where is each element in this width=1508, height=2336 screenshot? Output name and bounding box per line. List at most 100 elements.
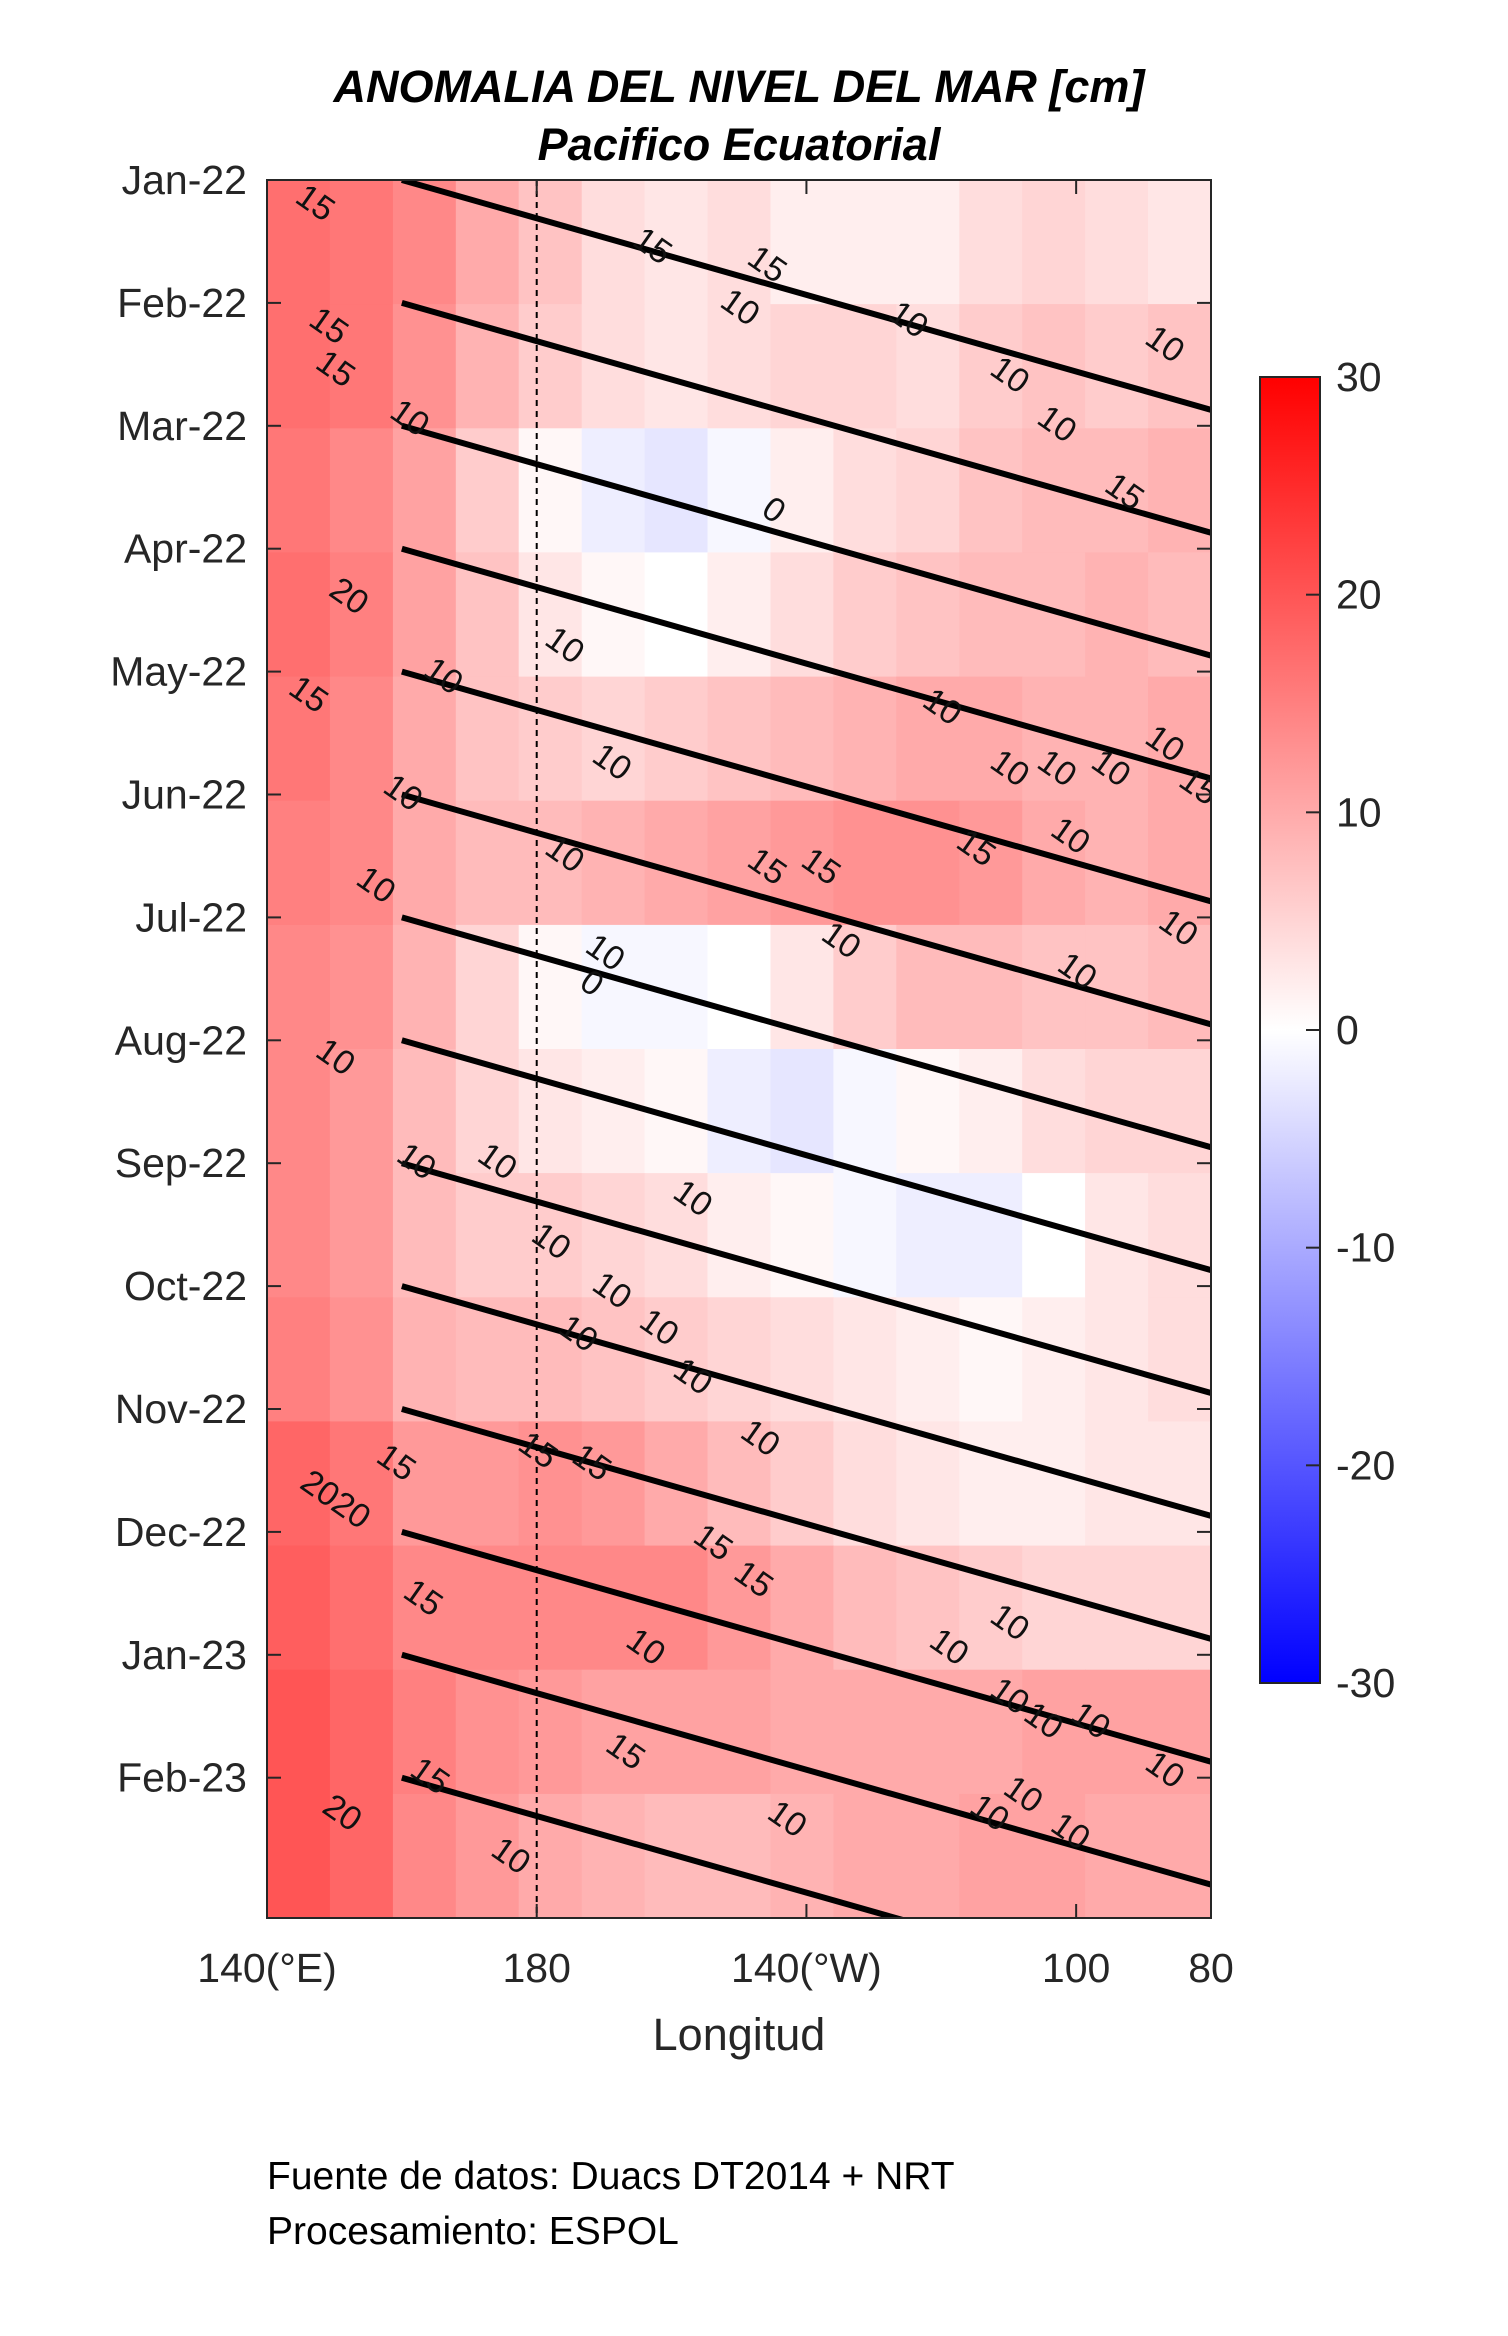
colorbar-tick-label: -30 bbox=[1336, 1660, 1395, 1706]
heatmap-cell bbox=[329, 304, 394, 429]
heatmap-cell bbox=[1085, 304, 1149, 429]
plot-frame bbox=[266, 179, 1212, 1919]
heatmap-cell bbox=[707, 1049, 771, 1174]
heatmap-cell bbox=[392, 428, 457, 553]
heatmap-cell bbox=[644, 676, 709, 802]
heatmap-cell bbox=[329, 1793, 394, 1918]
colorbar-tick-label: 0 bbox=[1336, 1007, 1359, 1053]
heatmap-cell bbox=[644, 304, 709, 429]
heatmap-cell bbox=[518, 1297, 583, 1422]
heatmap-cell bbox=[392, 552, 457, 678]
heatmap-cell bbox=[267, 304, 331, 429]
heatmap-cell bbox=[644, 428, 709, 553]
heatmap-cell bbox=[644, 800, 709, 926]
heatmap-cell bbox=[518, 304, 583, 429]
heatmap-cell bbox=[329, 800, 394, 926]
heatmap-cell bbox=[329, 1049, 394, 1174]
heatmap-cell bbox=[581, 1049, 646, 1174]
heatmap-cell bbox=[707, 1793, 771, 1918]
heatmap-cell bbox=[707, 1669, 771, 1795]
heatmap-cell bbox=[392, 1793, 457, 1918]
heatmap-cell bbox=[267, 1793, 331, 1918]
heatmap-cell bbox=[267, 1669, 331, 1795]
heatmap-cell bbox=[392, 924, 457, 1050]
heatmap-cell bbox=[770, 180, 834, 305]
colorbar-tick-label: 10 bbox=[1336, 789, 1382, 835]
y-tick-label: Sep-22 bbox=[115, 1140, 247, 1186]
heatmap-cell bbox=[1148, 552, 1211, 678]
y-tick-label: Apr-22 bbox=[124, 526, 247, 572]
colorbar-tick-label: 30 bbox=[1336, 354, 1382, 400]
heatmap-cell bbox=[707, 428, 771, 553]
kelvin-wave-line bbox=[401, 1651, 1211, 1888]
heatmap-cell bbox=[833, 676, 897, 802]
heatmap-cell bbox=[1085, 180, 1149, 305]
heatmap-cell bbox=[392, 1421, 457, 1547]
heatmap-cell bbox=[959, 1049, 1023, 1174]
heatmap-cell bbox=[1085, 676, 1149, 802]
heatmap-cells bbox=[267, 180, 1211, 1918]
heatmap-cell bbox=[1148, 1297, 1211, 1422]
heatmap-cell bbox=[959, 924, 1023, 1050]
heatmap-cell bbox=[707, 800, 771, 926]
heatmap-cell bbox=[392, 1173, 457, 1298]
x-tick-label: 100 bbox=[1042, 1945, 1110, 1991]
x-tick-label: 80 bbox=[1188, 1945, 1234, 1991]
heatmap-cell bbox=[707, 924, 771, 1050]
heatmap-cell bbox=[267, 800, 331, 926]
colorbar-tick-label: 20 bbox=[1336, 572, 1382, 618]
y-tick-label: Feb-23 bbox=[117, 1755, 247, 1801]
heatmap-cell bbox=[392, 1545, 457, 1671]
colorbar: 30 20 10 0 -10 -20 -30 bbox=[1259, 354, 1395, 1706]
heatmap-cell bbox=[518, 180, 583, 305]
heatmap-cell bbox=[518, 552, 583, 678]
heatmap-cell bbox=[707, 1297, 771, 1422]
heatmap-cell bbox=[392, 304, 457, 429]
heatmap-cell bbox=[267, 676, 331, 802]
heatmap-cell bbox=[267, 1545, 331, 1671]
data-source-note: Fuente de datos: Duacs DT2014 + NRT bbox=[267, 2155, 955, 2198]
heatmap-cell bbox=[1085, 552, 1149, 678]
heatmap-cell bbox=[267, 428, 331, 553]
heatmap-cell bbox=[959, 1421, 1023, 1547]
y-tick-label: Aug-22 bbox=[115, 1017, 247, 1063]
heatmap-cell bbox=[581, 1173, 646, 1298]
heatmap-cell bbox=[1148, 428, 1211, 553]
heatmap-cell bbox=[581, 1421, 646, 1547]
heatmap-cell bbox=[581, 1669, 646, 1795]
heatmap-cell bbox=[518, 1049, 583, 1174]
heatmap-cell bbox=[707, 1173, 771, 1298]
y-tick-label: Jan-22 bbox=[122, 157, 247, 203]
heatmap-cell bbox=[833, 180, 897, 305]
heatmap-cell bbox=[833, 1545, 897, 1671]
heatmap-cell bbox=[267, 1049, 331, 1174]
heatmap-cell bbox=[833, 1421, 897, 1547]
heatmap-cell bbox=[959, 552, 1023, 678]
heatmap-cell bbox=[833, 924, 897, 1050]
heatmap-cell bbox=[455, 428, 520, 553]
heatmap-cell bbox=[1085, 800, 1149, 926]
heatmap-cell bbox=[518, 800, 583, 926]
heatmap-cell bbox=[518, 1545, 583, 1671]
heatmap-cell bbox=[518, 1173, 583, 1298]
heatmap-cell bbox=[329, 924, 394, 1050]
heatmap-cell bbox=[707, 1545, 771, 1671]
heatmap-cell bbox=[1022, 1421, 1086, 1547]
heatmap-cell bbox=[329, 1421, 394, 1547]
heatmap-cell bbox=[959, 304, 1023, 429]
x-axis-label: Longitud bbox=[653, 2009, 826, 2060]
colorbar-tick-label: -20 bbox=[1336, 1442, 1395, 1488]
heatmap-cell bbox=[959, 676, 1023, 802]
heatmap-cell bbox=[959, 800, 1023, 926]
y-tick-label: Jul-22 bbox=[135, 894, 247, 940]
heatmap-cell bbox=[833, 800, 897, 926]
heatmap-cell bbox=[644, 180, 709, 305]
heatmap-cell bbox=[1148, 1173, 1211, 1298]
heatmap-cell bbox=[833, 1297, 897, 1422]
y-tick-label: Feb-22 bbox=[117, 280, 247, 326]
heatmap-cell bbox=[455, 1545, 520, 1671]
heatmap-cell bbox=[1085, 428, 1149, 553]
x-tick-label: 140(°W) bbox=[731, 1945, 882, 1991]
